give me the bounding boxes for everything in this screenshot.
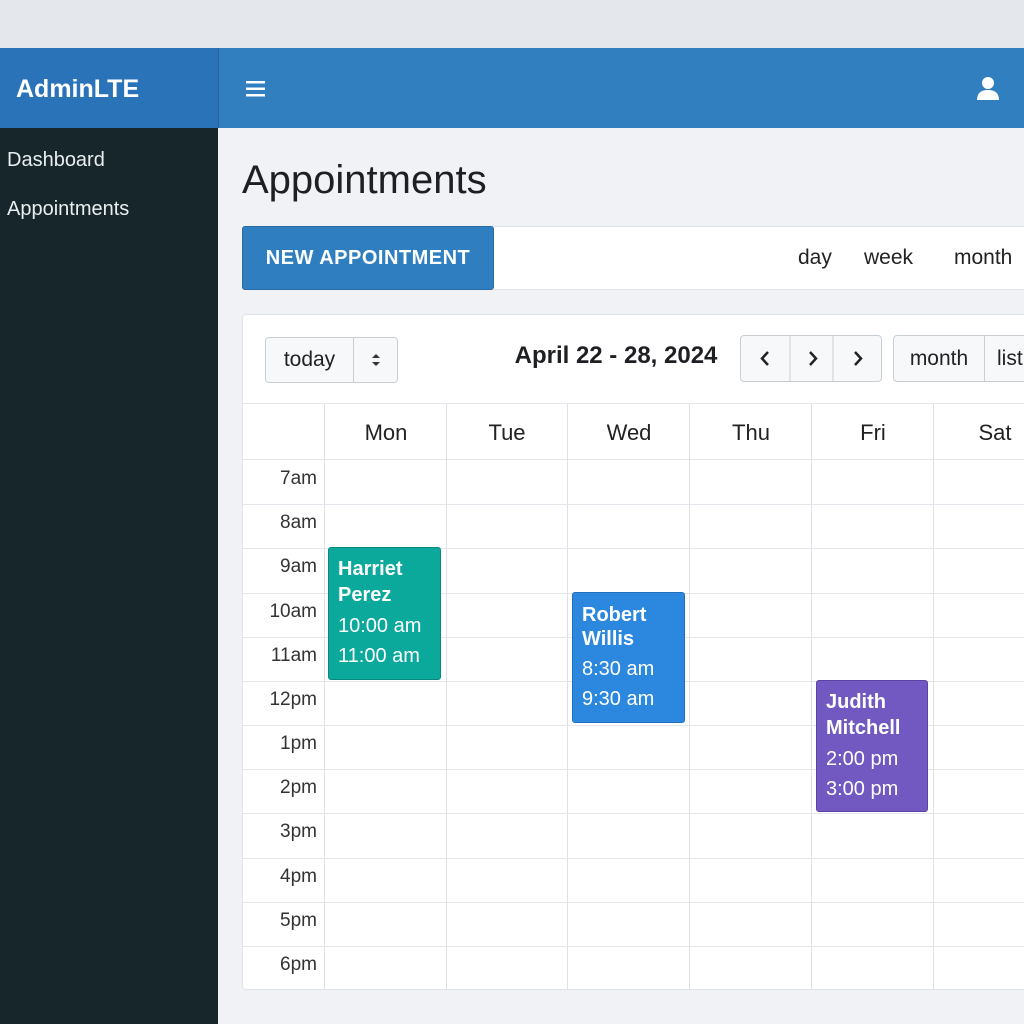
event[interactable]: Harriet Perez 10:00 am 11:00 am (328, 547, 441, 680)
event-end: 9:30 am (582, 688, 655, 710)
today-select[interactable]: today (265, 337, 398, 383)
grid-line (243, 769, 1024, 770)
time-label: 8am (280, 512, 317, 534)
grid-line (324, 404, 325, 990)
today-label: today (266, 338, 354, 382)
day-header: Sat (978, 420, 1012, 445)
grid-line (243, 946, 1024, 947)
sidebar (0, 128, 218, 1024)
grid-line (933, 404, 934, 990)
grid-line (243, 548, 1024, 549)
nav-arrows[interactable] (741, 336, 881, 381)
day-header: Fri (860, 420, 886, 445)
grid-line (243, 725, 1024, 726)
grid-line (243, 813, 1024, 814)
time-label: 7am (280, 468, 317, 489)
view-link[interactable]: month (954, 246, 1013, 269)
nav-buttons (740, 335, 882, 382)
day-header: Wed (606, 420, 652, 445)
day-header: Mon (364, 420, 408, 445)
nav-item[interactable]: Dashboard (7, 149, 105, 171)
event-end: 3:00 pm (826, 778, 899, 800)
grid-line (243, 459, 1024, 460)
nav-item[interactable]: Appointments (7, 198, 130, 220)
time-label: 12pm (269, 688, 317, 710)
grid-line (811, 404, 812, 990)
menu-icon[interactable] (246, 81, 266, 97)
view-link[interactable]: week (864, 246, 914, 269)
grid-line (243, 902, 1024, 903)
brand[interactable]: AdminLTE (0, 48, 218, 128)
day-header: Tue (488, 420, 526, 445)
view-buttons: month list (893, 335, 1024, 382)
time-label: 11am (270, 644, 317, 666)
time-label: 5pm (280, 909, 317, 931)
grid-line (243, 403, 1024, 404)
grid-line (446, 404, 447, 990)
time-label: 10am (269, 600, 317, 622)
top-band (0, 0, 1024, 48)
event-end: 11:00 am (338, 645, 420, 667)
event[interactable]: Judith Mitchell 2:00 pm 3:00 pm (816, 680, 928, 812)
time-label: 6pm (280, 953, 317, 975)
page-title: Appointments (242, 158, 487, 202)
day-header: Thu (732, 420, 770, 445)
view-link[interactable]: day (798, 246, 832, 269)
time-label: 9am (280, 556, 317, 578)
grid-line (567, 404, 568, 990)
grid-line (243, 858, 1024, 859)
view-button[interactable]: list (997, 347, 1023, 370)
new-button[interactable]: NEW APPOINTMENT (242, 226, 494, 290)
event-title: Judith Mitchell (826, 691, 901, 739)
event-title: Robert Willis (582, 604, 647, 650)
event-start: 10:00 am (338, 615, 422, 637)
time-label: 2pm (280, 777, 317, 799)
event-start: 2:00 pm (826, 748, 899, 770)
time-label: 3pm (280, 821, 317, 843)
time-label: 4pm (280, 865, 317, 887)
event-title: Harriet Perez (338, 558, 403, 606)
header (218, 48, 1024, 128)
event[interactable]: Robert Willis 8:30 am 9:30 am (572, 592, 685, 723)
view-button[interactable]: month (894, 336, 985, 381)
date-range: April 22 - 28, 2024 (514, 342, 718, 369)
user-icon[interactable] (976, 76, 1000, 100)
grid-line (243, 504, 1024, 505)
grid-line (689, 404, 690, 990)
time-label: 1pm (280, 733, 317, 754)
select-arrows (372, 354, 380, 366)
event-start: 8:30 am (582, 658, 655, 680)
